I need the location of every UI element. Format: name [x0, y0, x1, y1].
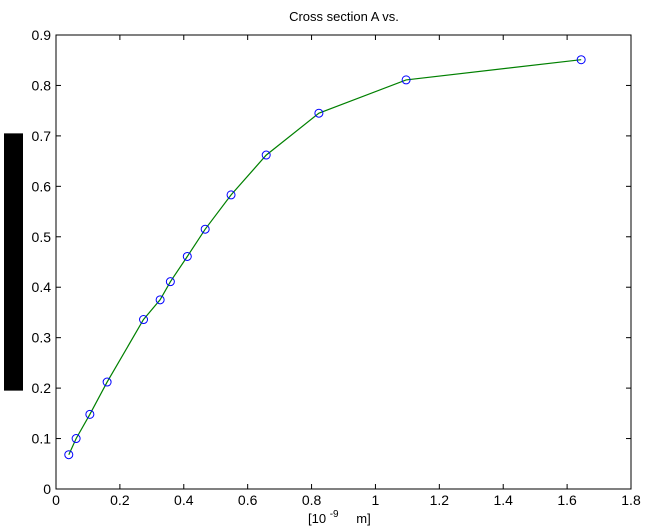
y-tick-label: 0.6: [32, 178, 52, 194]
redaction-block: [4, 133, 23, 391]
data-point: [226, 190, 236, 200]
data-point: [165, 277, 175, 287]
x-tick-label: 0.2: [110, 492, 130, 508]
x-tick-label: 1.6: [557, 492, 577, 508]
y-tick-label: 0.2: [32, 380, 52, 396]
data-point: [314, 108, 324, 118]
x-axis-tick-labels: 0 0.2 0.4 0.6 0.8 1 1.2 1.4 1.6 1.8: [52, 492, 641, 508]
x-tick-label: 0.8: [302, 492, 322, 508]
series-markers: [64, 55, 586, 460]
chart-title: Cross section A vs.: [289, 9, 399, 24]
x-axis-label-suffix: m]: [356, 511, 370, 526]
data-point: [71, 434, 81, 444]
plot-frame: [55, 34, 632, 490]
series-line: [68, 59, 582, 455]
data-point: [85, 409, 95, 419]
data-point: [139, 315, 149, 325]
data-point: [102, 377, 112, 387]
data-point: [576, 55, 586, 65]
x-tick-label: 0.6: [238, 492, 258, 508]
y-tick-label: 0.8: [32, 77, 52, 93]
data-point: [64, 450, 74, 460]
y-tick-label: 0.1: [32, 431, 52, 447]
y-axis-ticks: [56, 34, 631, 490]
x-tick-label: 1: [372, 492, 380, 508]
y-tick-label: 0.4: [32, 279, 52, 295]
data-point: [200, 224, 210, 234]
y-tick-label: 0.7: [32, 128, 52, 144]
y-tick-label: 0: [43, 481, 51, 497]
x-axis-label-prefix: [10: [308, 511, 326, 526]
y-tick-label: 0.9: [32, 27, 52, 43]
data-point: [182, 251, 192, 261]
x-tick-label: 1.4: [493, 492, 513, 508]
y-tick-label: 0.5: [32, 229, 52, 245]
y-axis-tick-labels: 0 0.1 0.2 0.3 0.4 0.5 0.6 0.7 0.8 0.9: [32, 27, 52, 497]
x-axis-ticks: [55, 35, 632, 489]
data-point: [261, 150, 271, 160]
data-point: [155, 295, 165, 305]
data-point: [401, 75, 411, 85]
x-axis-label-exponent: -9: [330, 509, 339, 520]
x-tick-label: 0.4: [174, 492, 194, 508]
y-tick-label: 0.3: [32, 330, 52, 346]
x-tick-label: 0: [52, 492, 60, 508]
x-tick-label: 1.8: [621, 492, 641, 508]
x-axis-label: [10 -9 m]: [308, 505, 371, 526]
x-tick-label: 1.2: [430, 492, 450, 508]
